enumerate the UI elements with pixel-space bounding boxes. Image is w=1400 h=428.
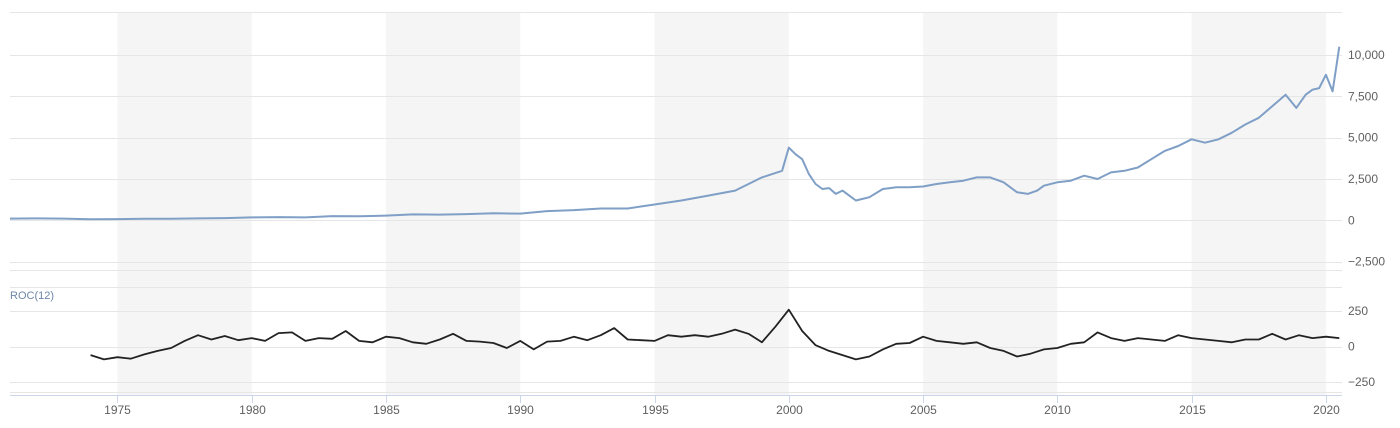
x-tick-label: 1985 [373,403,400,417]
shaded-band-3 [923,12,1058,395]
indicator-panel-gridlines [10,287,1342,393]
shaded-band-4 [1191,12,1326,395]
price-series-line [9,46,1341,221]
x-tick-label: 2020 [1313,403,1340,417]
x-tick-label: 2005 [910,403,937,417]
shaded-band-2 [654,12,789,395]
indicator-title: ROC(12) [10,290,54,302]
main-y-tick-label: 7,500 [1348,89,1378,103]
indicator-y-axis-labels: −250 0 250 [1348,304,1375,389]
shaded-band-1 [385,12,521,395]
x-tick-label: 1990 [507,403,534,417]
main-y-tick-label: 2,500 [1348,172,1378,186]
x-tick-label: 2015 [1179,403,1206,417]
main-y-axis-labels: −2,500 0 2,500 5,000 7,500 10,000 [1348,48,1385,269]
indicator-y-tick-label: 0 [1348,340,1355,354]
roc-series-line [90,308,1340,361]
indicator-y-tick-label: 250 [1348,304,1368,318]
main-y-tick-label: 10,000 [1348,48,1385,62]
x-tick-label: 1975 [104,403,131,417]
shaded-band-0 [117,12,252,395]
main-y-tick-label: −2,500 [1348,255,1385,269]
indicator-y-tick-label: −250 [1348,375,1375,389]
x-tick-label: 2010 [1044,403,1071,417]
main-y-tick-label: 0 [1348,213,1355,227]
x-tick-label: 2000 [776,403,803,417]
main-y-tick-label: 5,000 [1348,131,1378,145]
x-tick-label: 1995 [642,403,669,417]
alternating-year-bands [117,12,1326,395]
x-tick-label: 1980 [239,403,266,417]
x-axis: 1975 1980 1985 1990 1995 2000 2005 2010 2015 2020 [10,395,1342,417]
main-panel-gridlines [10,12,1342,271]
